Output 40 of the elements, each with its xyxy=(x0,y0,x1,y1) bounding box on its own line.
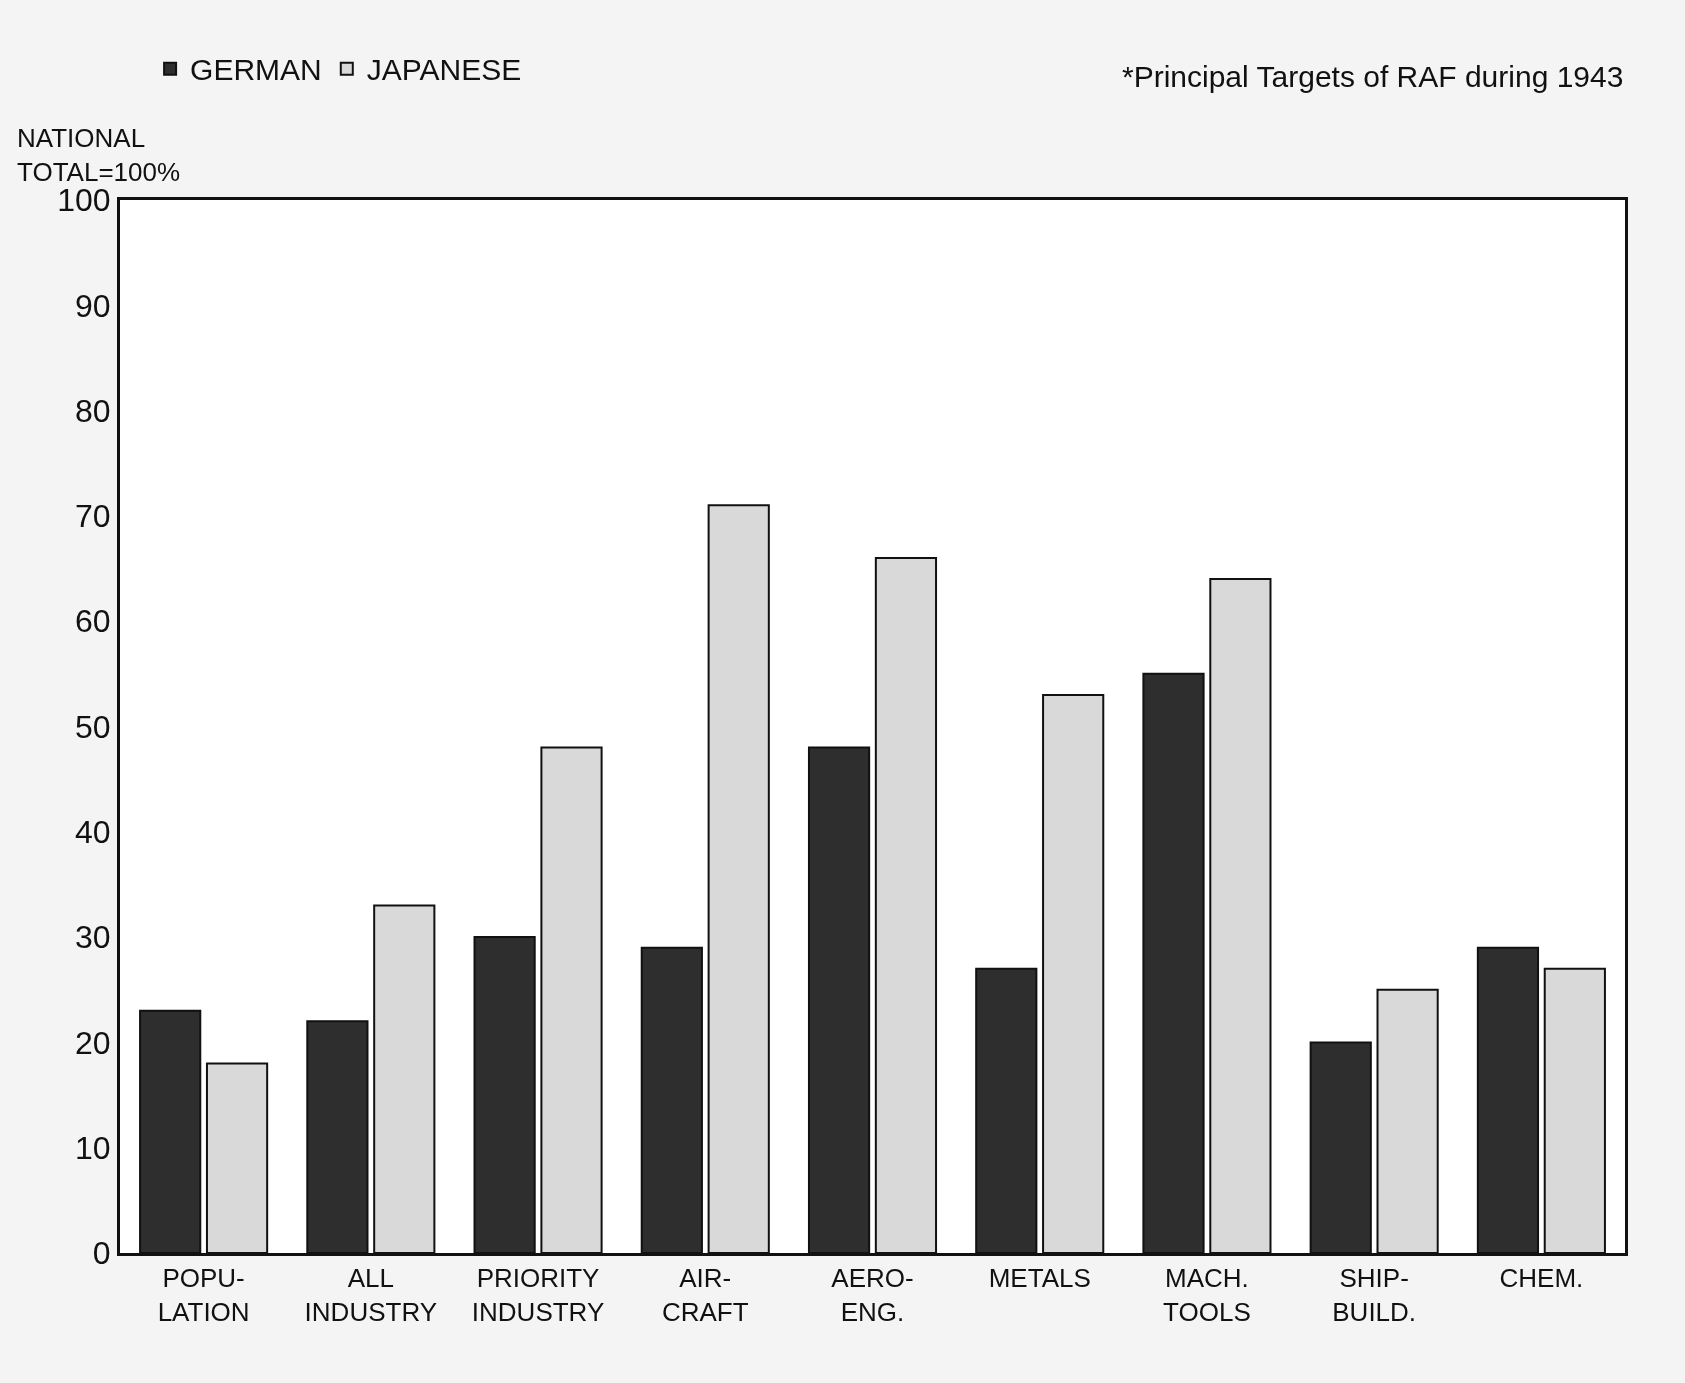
bar xyxy=(540,746,603,1253)
y-tick-label: 30 xyxy=(75,919,111,956)
x-tick-label: MACH. TOOLS xyxy=(1163,1263,1251,1327)
bar xyxy=(975,967,1038,1253)
x-tick-label: PRIORITY INDUSTRY xyxy=(471,1263,605,1327)
text: *Principal Targets of RAF during 1943 xyxy=(1122,60,1624,93)
x-tick-label: AIR- CRAFT xyxy=(661,1263,749,1327)
bar xyxy=(874,557,938,1253)
y-tick-label: 60 xyxy=(75,603,111,640)
bar xyxy=(139,1009,202,1253)
x-tick-label: CHEM. xyxy=(1499,1263,1584,1294)
legend-label: JAPANESE xyxy=(366,53,522,87)
bar xyxy=(473,936,536,1253)
x-tick-label: AERO- ENG. xyxy=(831,1263,914,1327)
y-tick-label: 40 xyxy=(75,814,111,850)
bar xyxy=(807,746,871,1253)
y-tick-label: 70 xyxy=(75,498,111,535)
bar xyxy=(1476,946,1540,1253)
x-tick-label: POPU- LATION xyxy=(157,1263,250,1327)
bar xyxy=(1209,578,1272,1253)
y-tick-label: 20 xyxy=(75,1024,111,1061)
legend-label: GERMAN xyxy=(190,53,322,87)
x-tick-label: METALS xyxy=(988,1263,1091,1294)
bar xyxy=(1376,988,1439,1253)
y-tick-label: 50 xyxy=(75,708,111,745)
bar xyxy=(205,1062,269,1253)
bar xyxy=(373,904,436,1253)
bar xyxy=(1309,1041,1372,1253)
bar xyxy=(640,946,703,1253)
y-tick-label: 90 xyxy=(75,287,111,324)
y-tick-label: 0 xyxy=(92,1235,111,1272)
bar xyxy=(306,1020,369,1253)
x-tick-label: SHIP- BUILD. xyxy=(1332,1263,1417,1327)
x-tick-label: ALL INDUSTRY xyxy=(304,1263,438,1327)
bar xyxy=(1042,693,1105,1253)
bar xyxy=(1142,672,1205,1253)
y-tick-label: 10 xyxy=(75,1129,111,1166)
bar xyxy=(707,504,770,1253)
y-tick-label: 80 xyxy=(75,392,111,429)
bar xyxy=(1543,967,1606,1253)
